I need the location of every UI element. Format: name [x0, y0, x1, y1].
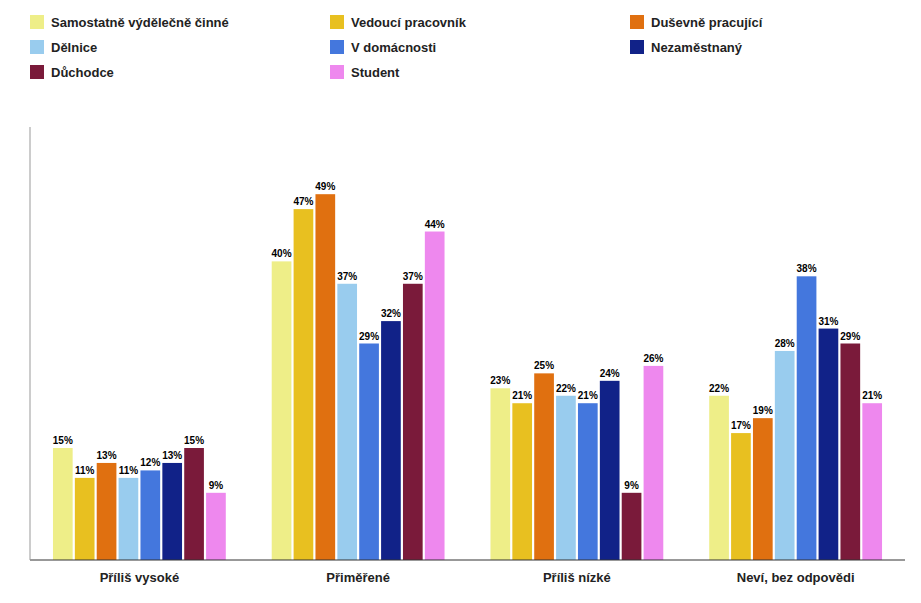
bar	[797, 276, 817, 560]
data-label: 38%	[797, 263, 817, 274]
data-label: 44%	[425, 219, 445, 230]
legend-label: Student	[351, 65, 400, 80]
bar	[97, 463, 117, 560]
data-label: 23%	[490, 375, 510, 386]
data-label: 29%	[840, 331, 860, 342]
data-label: 15%	[53, 435, 73, 446]
data-label: 13%	[162, 450, 182, 461]
bar	[512, 403, 532, 560]
bars	[53, 194, 882, 560]
legend-swatch	[30, 65, 44, 79]
data-label: 24%	[600, 368, 620, 379]
bar	[622, 493, 642, 560]
legend-label: Nezaměstnaný	[651, 40, 743, 55]
data-label: 21%	[578, 390, 598, 401]
data-label: 29%	[359, 331, 379, 342]
x-tick-label: Přiměřené	[326, 570, 390, 585]
data-label: 37%	[337, 271, 357, 282]
data-label: 40%	[272, 248, 292, 259]
bar	[75, 478, 95, 560]
bar	[819, 329, 839, 560]
bar	[294, 209, 314, 560]
data-label: 49%	[315, 181, 335, 192]
data-label: 31%	[818, 316, 838, 327]
bar	[140, 470, 160, 560]
bar	[534, 373, 554, 560]
data-label: 22%	[556, 383, 576, 394]
data-label: 22%	[709, 383, 729, 394]
data-label: 26%	[643, 353, 663, 364]
legend: Samostatně výdělečně činné Vedoucí pracov…	[30, 15, 763, 80]
x-tick-labels: Příliš vysoké Přiměřené Příliš nízké Neví, …	[100, 570, 855, 585]
data-label: 21%	[862, 390, 882, 401]
data-label: 12%	[140, 457, 160, 468]
bar	[162, 463, 182, 560]
data-label: 17%	[731, 420, 751, 431]
legend-swatch	[630, 40, 644, 54]
data-label: 9%	[209, 480, 224, 491]
data-label: 32%	[381, 308, 401, 319]
x-axis	[30, 560, 905, 561]
legend-label: V domácnosti	[351, 40, 436, 55]
bar	[753, 418, 773, 560]
bar	[53, 448, 73, 560]
data-label: 37%	[403, 271, 423, 282]
legend-swatch	[330, 15, 344, 29]
data-label: 9%	[624, 480, 639, 491]
data-label: 47%	[293, 196, 313, 207]
bar	[862, 403, 882, 560]
bar	[775, 351, 795, 560]
bar	[709, 396, 729, 560]
bar	[184, 448, 204, 560]
bar	[600, 381, 620, 560]
bar	[381, 321, 401, 560]
legend-label: Vedoucí pracovník	[351, 15, 467, 30]
y-axis	[30, 127, 31, 560]
bar	[490, 388, 510, 560]
data-label: 15%	[184, 435, 204, 446]
bar	[119, 478, 139, 560]
bar	[425, 232, 445, 560]
legend-label: Samostatně výdělečně činné	[51, 15, 229, 30]
data-label: 28%	[775, 338, 795, 349]
data-label: 21%	[512, 390, 532, 401]
chart: Samostatně výdělečně činné Vedoucí pracov…	[0, 0, 921, 603]
x-tick-label: Příliš vysoké	[100, 570, 180, 585]
bar	[403, 284, 423, 560]
x-tick-label: Příliš nízké	[543, 570, 611, 585]
bar	[206, 493, 226, 560]
legend-swatch	[330, 40, 344, 54]
bar	[578, 403, 598, 560]
data-labels: 15% 40% 23% 22% 11% 47% 21% 17% 13% 49% 25% 19% 11% 3…	[53, 181, 882, 491]
bar	[337, 284, 357, 560]
bar	[840, 344, 860, 561]
data-label: 19%	[753, 405, 773, 416]
data-label: 25%	[534, 360, 554, 371]
bar	[556, 396, 576, 560]
bar	[315, 194, 335, 560]
legend-swatch	[330, 65, 344, 79]
data-label: 13%	[97, 450, 117, 461]
legend-swatch	[630, 15, 644, 29]
data-label: 11%	[119, 465, 139, 476]
legend-swatch	[30, 15, 44, 29]
data-label: 11%	[75, 465, 95, 476]
bar	[731, 433, 751, 560]
bar	[272, 261, 292, 560]
bar	[644, 366, 664, 560]
legend-label: Dělnice	[51, 40, 97, 55]
legend-label: Duševně pracující	[651, 15, 763, 30]
legend-label: Důchodce	[51, 65, 114, 80]
bar	[359, 344, 379, 561]
x-tick-label: Neví, bez odpovědi	[737, 570, 855, 585]
legend-swatch	[30, 40, 44, 54]
